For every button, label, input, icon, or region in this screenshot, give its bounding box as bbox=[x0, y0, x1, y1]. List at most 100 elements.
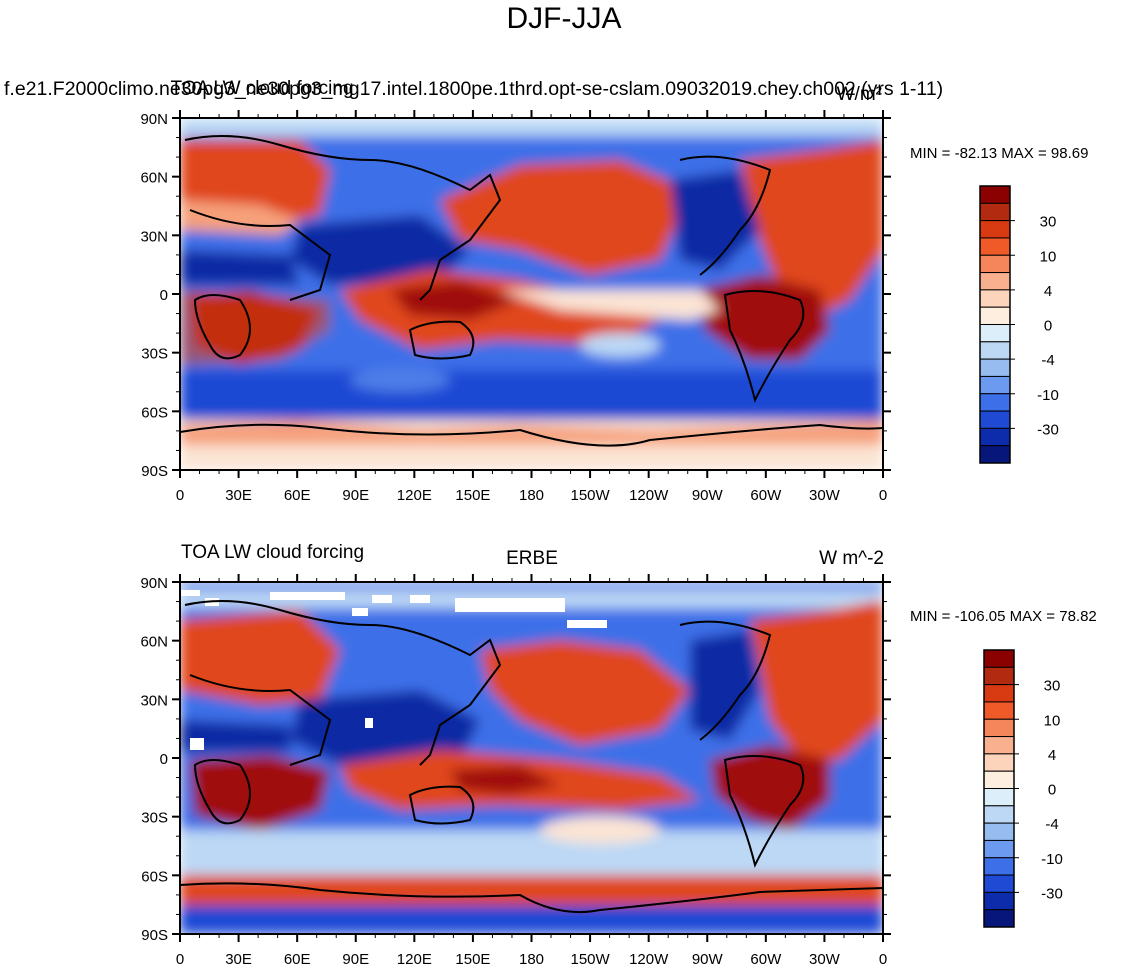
lat-label: 30N bbox=[140, 228, 168, 245]
panel2-coastlines bbox=[180, 600, 883, 914]
colorbar-swatch bbox=[983, 649, 1015, 668]
lon-label: 150W bbox=[570, 951, 610, 968]
colorbar-swatch bbox=[979, 375, 1011, 395]
panel2-map bbox=[179, 581, 884, 935]
colorbar-swatch bbox=[983, 718, 1015, 738]
lon-label: 90W bbox=[692, 951, 724, 968]
colorbar-swatch bbox=[979, 272, 1011, 291]
panel1-min-max: MIN = -82.13 MAX = 98.69 bbox=[910, 145, 1089, 162]
colorbar-label: 10 bbox=[1044, 712, 1061, 729]
colorbar-swatch bbox=[983, 770, 1015, 789]
lon-label: 30E bbox=[225, 487, 252, 504]
colorbar-label: -10 bbox=[1037, 387, 1059, 404]
colorbar-swatch bbox=[979, 341, 1011, 360]
lon-label: 60E bbox=[284, 951, 311, 968]
lat-label: 0 bbox=[160, 751, 168, 768]
colorbar-swatch bbox=[983, 753, 1015, 772]
colorbar-swatch bbox=[979, 220, 1011, 239]
colorbar-swatch bbox=[979, 185, 1011, 204]
lat-label: 30S bbox=[141, 346, 168, 363]
lat-label: 90S bbox=[141, 463, 168, 480]
lon-label: 150W bbox=[570, 487, 610, 504]
lat-label: 90N bbox=[140, 575, 168, 592]
colorbar-swatch bbox=[979, 445, 1011, 464]
colorbar-swatch bbox=[979, 306, 1011, 325]
lon-label: 150E bbox=[455, 487, 490, 504]
lat-label: 60N bbox=[140, 634, 168, 651]
lon-label: 180 bbox=[519, 951, 544, 968]
panel1-units-label: W/m² bbox=[836, 84, 882, 105]
lat-label: 30N bbox=[140, 692, 168, 709]
colorbar-swatch bbox=[983, 805, 1015, 824]
figure-title: DJF-JJA bbox=[506, 2, 622, 35]
map-axes: 90N 60N 30N 0 30S 60S 90S 0 30E 60E 90E 120E 150E 180… bbox=[140, 110, 891, 968]
colorbar-label: -4 bbox=[1041, 352, 1054, 369]
colorbar-swatch bbox=[983, 891, 1015, 911]
colorbar-swatch bbox=[979, 254, 1011, 274]
lat-label: 90N bbox=[140, 111, 168, 128]
colorbar-swatch bbox=[983, 909, 1015, 928]
colorbar-label: 0 bbox=[1048, 782, 1056, 799]
colorbar-swatch bbox=[983, 839, 1015, 859]
panel1-case-label: f.e21.F2000climo.ne30pg3_ne30pg3_mg17.in… bbox=[4, 78, 944, 100]
lat-label: 90S bbox=[141, 927, 168, 944]
colorbar-label: 30 bbox=[1040, 214, 1057, 231]
colorbar-label: 10 bbox=[1040, 248, 1057, 265]
lon-label: 0 bbox=[879, 951, 887, 968]
panel2-colorbar: 30 10 4 0 -4 -10 -30 bbox=[983, 649, 1063, 928]
colorbar-swatch bbox=[979, 427, 1011, 447]
colorbar-label: -30 bbox=[1037, 421, 1059, 438]
colorbar-swatch bbox=[979, 237, 1011, 256]
lon-label: 60W bbox=[750, 487, 782, 504]
colorbar-label: -4 bbox=[1045, 816, 1058, 833]
colorbar-swatch bbox=[979, 358, 1011, 377]
panel1-colorbar: 30 10 4 0 -4 -10 -30 bbox=[979, 185, 1059, 464]
lon-label: 120W bbox=[629, 487, 669, 504]
panel2-units-label: W m^-2 bbox=[819, 548, 884, 569]
colorbar-swatch bbox=[983, 857, 1015, 876]
lon-label: 90E bbox=[342, 487, 369, 504]
colorbar-swatch bbox=[979, 289, 1011, 308]
lon-label: 30W bbox=[809, 487, 841, 504]
lat-label: 0 bbox=[160, 287, 168, 304]
lon-label: 0 bbox=[176, 487, 184, 504]
colorbar-label: -30 bbox=[1041, 885, 1063, 902]
colorbar-label: 4 bbox=[1048, 747, 1056, 764]
lon-label: 120E bbox=[397, 487, 432, 504]
lat-label: 30S bbox=[141, 810, 168, 827]
lon-label: 30E bbox=[225, 951, 252, 968]
lon-label: 150E bbox=[455, 951, 490, 968]
colorbar-swatch bbox=[979, 324, 1011, 343]
colorbar-swatch bbox=[983, 701, 1015, 720]
lon-label: 180 bbox=[519, 487, 544, 504]
panel2-variable-label: TOA LW cloud forcing bbox=[181, 542, 365, 563]
lat-label: 60S bbox=[141, 868, 168, 885]
colorbar-swatch bbox=[979, 410, 1011, 429]
lon-label: 90W bbox=[692, 487, 724, 504]
lat-label: 60N bbox=[140, 170, 168, 187]
panel1-map bbox=[179, 117, 884, 471]
lon-label: 0 bbox=[879, 487, 887, 504]
colorbar-swatch bbox=[983, 874, 1015, 893]
colorbar-swatch bbox=[979, 393, 1011, 412]
colorbar-label: 4 bbox=[1044, 283, 1052, 300]
colorbar-swatch bbox=[983, 684, 1015, 703]
colorbar-swatch bbox=[983, 666, 1015, 686]
lon-label: 120W bbox=[629, 951, 669, 968]
lon-label: 0 bbox=[176, 951, 184, 968]
colorbar-swatch bbox=[983, 736, 1015, 755]
colorbar-swatch bbox=[983, 788, 1015, 807]
lon-label: 120E bbox=[397, 951, 432, 968]
panel2-source-label: ERBE bbox=[506, 548, 558, 569]
lon-label: 30W bbox=[809, 951, 841, 968]
colorbar-label: 30 bbox=[1044, 678, 1061, 695]
lat-label: 60S bbox=[141, 404, 168, 421]
lon-label: 60W bbox=[750, 951, 782, 968]
panel2-min-max: MIN = -106.05 MAX = 78.82 bbox=[910, 608, 1097, 625]
panel1-coastlines bbox=[180, 135, 883, 447]
panel1-variable-label: TOA LW cloud forcing bbox=[170, 78, 354, 99]
colorbar-label: 0 bbox=[1044, 318, 1052, 335]
lon-label: 90E bbox=[342, 951, 369, 968]
colorbar-swatch bbox=[983, 822, 1015, 841]
